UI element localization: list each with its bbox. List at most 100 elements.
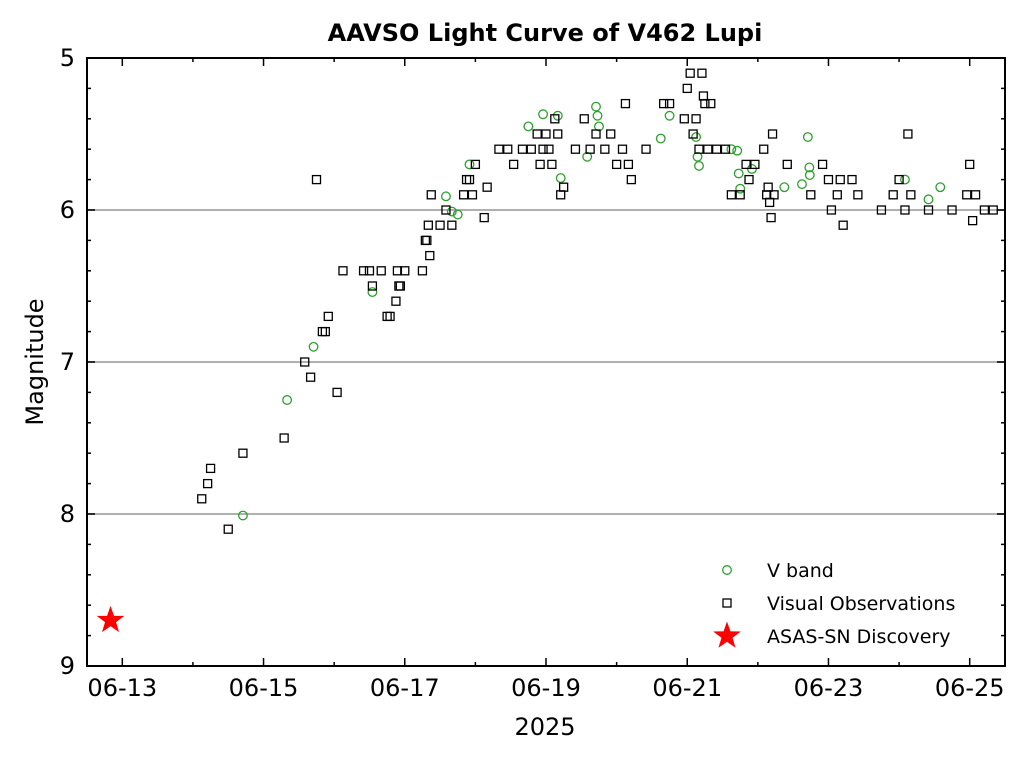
- data-point: [547, 159, 557, 170]
- data-point: [508, 159, 519, 170]
- data-point: [733, 168, 744, 179]
- data-point: [688, 129, 698, 139]
- data-point: [835, 174, 845, 185]
- data-point: [726, 144, 737, 155]
- data-point: [482, 182, 492, 192]
- data-point: [544, 144, 554, 154]
- data-point: [947, 205, 957, 215]
- data-point: [452, 209, 463, 220]
- data-point: [655, 133, 666, 144]
- data-point: [367, 287, 378, 298]
- axis-ticks: 06-13 06-15 06-17 06-19 06-21 06-23 06-25 5 6 7 8 9: [60, 44, 1005, 702]
- data-point: [620, 98, 631, 109]
- data-point: [470, 159, 481, 170]
- x-tick-label: 06-15: [229, 674, 299, 702]
- data-point: [541, 129, 551, 139]
- data-point: [202, 478, 213, 489]
- data-point: [888, 190, 898, 200]
- data-point: [591, 129, 601, 139]
- data-point: [579, 114, 589, 124]
- data-point: [703, 144, 713, 154]
- chart-title: AAVSO Light Curve of V462 Lupi: [328, 19, 763, 47]
- data-point: [317, 326, 328, 337]
- data-point: [664, 110, 675, 121]
- data-point: [426, 190, 436, 200]
- data-point: [691, 132, 702, 142]
- data-point: [817, 159, 828, 170]
- data-point: [706, 98, 716, 109]
- data-point: [698, 91, 709, 101]
- data-point: [550, 114, 560, 124]
- data-point: [617, 144, 628, 154]
- data-point: [591, 101, 601, 112]
- data-point: [417, 266, 428, 276]
- data-point: [223, 524, 233, 534]
- data-point: [305, 372, 316, 382]
- data-point: [804, 162, 815, 173]
- data-point: [435, 220, 445, 230]
- data-point: [763, 182, 773, 192]
- data-point: [553, 129, 563, 139]
- data-point: [395, 281, 406, 291]
- data-point: [720, 144, 731, 154]
- data-point: [594, 121, 604, 132]
- data-point: [732, 145, 743, 156]
- data-point: [238, 448, 248, 458]
- data-point: [535, 159, 545, 170]
- data-point: [441, 191, 451, 202]
- x-tick-label: 06-25: [935, 674, 1005, 702]
- legend-label: V band: [767, 560, 834, 582]
- data-point: [308, 341, 319, 352]
- data-point: [726, 190, 737, 200]
- data-point: [804, 170, 815, 180]
- data-point: [96, 605, 125, 633]
- data-point: [979, 205, 990, 215]
- data-point: [332, 387, 342, 398]
- data-point: [832, 190, 842, 200]
- y-tick-label: 7: [60, 348, 75, 376]
- data-point: [592, 110, 603, 121]
- data-point: [876, 205, 887, 215]
- data-point: [797, 179, 807, 190]
- data-point: [903, 129, 913, 139]
- data-point: [853, 190, 863, 200]
- data-point: [600, 144, 610, 154]
- data-point: [712, 144, 722, 154]
- data-point: [538, 109, 549, 120]
- data-point: [367, 281, 378, 291]
- data-point: [441, 205, 451, 215]
- data-point: [494, 144, 504, 154]
- data-point: [847, 174, 857, 185]
- data-point: [700, 98, 710, 109]
- data-point: [570, 144, 581, 154]
- data-point: [779, 182, 790, 193]
- data-point: [358, 266, 369, 276]
- data-point: [802, 132, 813, 142]
- legend-label: ASAS-SN Discovery: [767, 626, 951, 648]
- data-point: [906, 190, 916, 200]
- data-point: [970, 190, 981, 200]
- data-point: [900, 174, 910, 185]
- data-point: [503, 144, 513, 154]
- y-tick-label: 8: [60, 500, 75, 528]
- data-point: [923, 194, 934, 205]
- data-point: [197, 494, 207, 504]
- data-point: [300, 357, 310, 367]
- data-point: [382, 311, 392, 322]
- data-point: [338, 266, 348, 276]
- x-tick-label: 06-23: [794, 674, 864, 702]
- legend-marker: [713, 621, 741, 648]
- data-point: [965, 159, 975, 170]
- data-point: [446, 206, 457, 217]
- data-point: [425, 250, 435, 261]
- data-point: [769, 190, 779, 200]
- x-tick-label: 06-17: [370, 674, 440, 702]
- data-point: [962, 190, 972, 200]
- y-axis-label: Magnitude: [21, 298, 49, 425]
- data-point: [279, 433, 289, 443]
- data-point: [782, 159, 792, 170]
- data-point: [894, 174, 904, 185]
- legend-marker: [722, 598, 732, 608]
- data-point: [447, 220, 457, 230]
- data-point: [311, 174, 322, 185]
